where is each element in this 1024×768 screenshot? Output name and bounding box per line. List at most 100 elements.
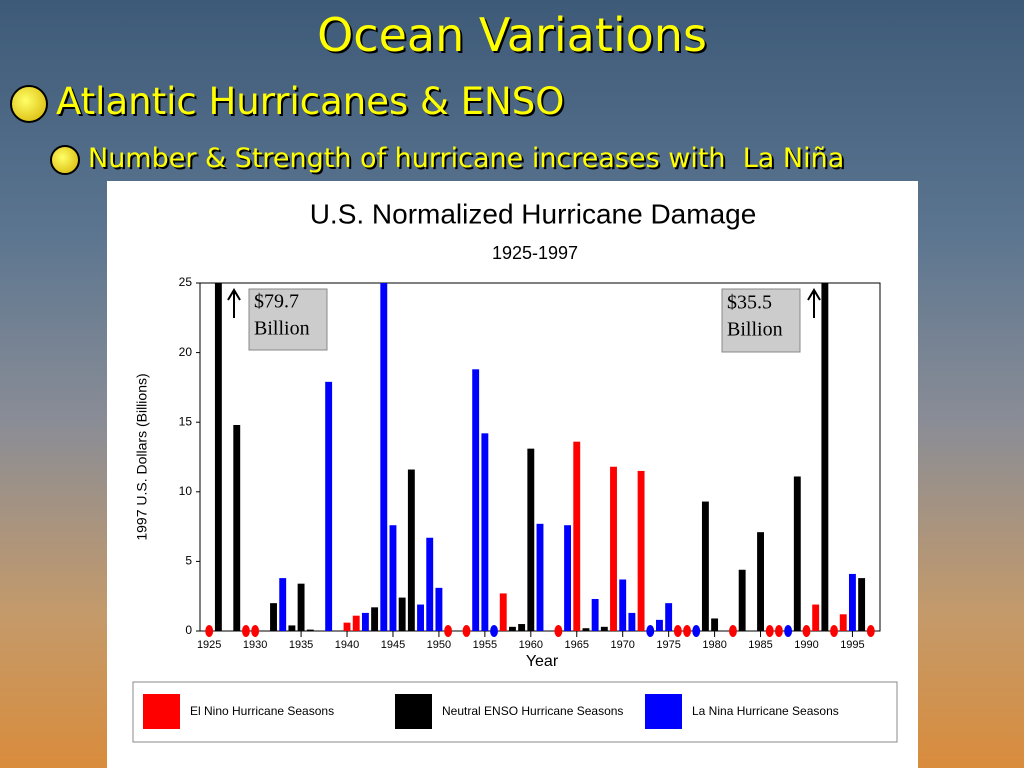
bar — [628, 612, 636, 631]
annotation-box — [721, 288, 801, 353]
bar — [839, 614, 847, 631]
bar — [527, 448, 535, 631]
legend-label: El Nino Hurricane Seasons — [190, 704, 334, 718]
bar — [389, 525, 397, 631]
x-tick-label: 1925 — [197, 639, 221, 651]
x-tick-label: 1960 — [519, 639, 543, 651]
x-tick-label: 1985 — [748, 639, 772, 651]
zero-season-marker — [205, 625, 214, 637]
bar — [637, 470, 645, 631]
bar — [481, 433, 489, 631]
bar — [472, 369, 480, 631]
legend-swatch — [395, 694, 432, 729]
bar — [600, 626, 608, 631]
y-tick-label: 5 — [185, 554, 192, 568]
chart-panel — [107, 181, 918, 768]
bar — [665, 603, 673, 631]
zero-season-marker — [444, 625, 453, 637]
y-axis-label: 1997 U.S. Dollars (Billions) — [134, 373, 150, 540]
bullet-1-text: Atlantic Hurricanes & ENSO — [56, 80, 565, 123]
globe-icon — [50, 144, 80, 175]
bar — [821, 283, 829, 631]
y-tick-label: 10 — [179, 484, 193, 498]
bar — [288, 625, 296, 631]
bullet-2: Number & Strength of hurricane increases… — [50, 143, 844, 175]
legend-label: La Nina Hurricane Seasons — [692, 704, 839, 718]
x-tick-label: 1955 — [473, 639, 497, 651]
annotation: $79.7 — [254, 291, 299, 313]
bar — [361, 612, 369, 631]
legend-label: Neutral ENSO Hurricane Seasons — [442, 704, 623, 718]
chart-subtitle: 1925-1997 — [492, 243, 578, 263]
annotation-box — [248, 288, 328, 351]
bar — [343, 622, 351, 631]
bar — [701, 501, 709, 631]
bar — [398, 597, 406, 631]
zero-season-marker — [866, 625, 875, 637]
zero-season-marker — [729, 625, 737, 637]
bar — [619, 579, 627, 631]
bar — [325, 381, 333, 631]
zero-season-marker — [646, 625, 655, 637]
bar — [435, 587, 443, 631]
zero-season-marker — [242, 625, 250, 637]
legend-swatch — [143, 694, 180, 729]
bar — [214, 283, 222, 631]
bar — [582, 628, 590, 631]
annotation: Billion — [254, 318, 310, 340]
arrow — [807, 288, 821, 318]
bar — [233, 424, 241, 631]
x-tick-label: 1980 — [702, 639, 726, 651]
zero-season-marker — [692, 625, 701, 637]
y-tick-label: 0 — [185, 623, 192, 637]
x-tick-label: 1970 — [610, 639, 634, 651]
bar — [536, 523, 544, 631]
zero-season-marker — [251, 625, 260, 637]
bar — [279, 578, 287, 631]
zero-season-marker — [673, 625, 682, 637]
bar — [407, 469, 415, 631]
zero-season-marker — [784, 625, 793, 637]
bar — [812, 604, 820, 631]
bar — [499, 593, 507, 631]
bar — [848, 573, 856, 631]
y-tick-label: 15 — [179, 414, 193, 428]
x-tick-label: 1945 — [381, 639, 405, 651]
zero-season-marker — [683, 625, 691, 637]
bar — [518, 624, 526, 631]
annotation: $35.5 — [727, 292, 772, 314]
bar — [371, 607, 379, 631]
bar — [573, 441, 581, 631]
x-tick-label: 1940 — [335, 639, 359, 651]
zero-season-marker — [802, 625, 811, 637]
zero-season-marker — [554, 625, 563, 637]
bar — [711, 618, 719, 631]
x-tick-label: 1995 — [840, 639, 864, 651]
x-axis-label: Year — [526, 653, 559, 670]
slide-title: Ocean Variations — [317, 8, 707, 62]
x-tick-label: 1975 — [656, 639, 680, 651]
legend-swatch — [645, 694, 682, 729]
bar — [426, 537, 434, 631]
bullet-1: Atlantic Hurricanes & ENSO — [10, 80, 564, 123]
x-tick-label: 1990 — [794, 639, 818, 651]
y-tick-label: 25 — [179, 275, 193, 289]
zero-season-marker — [490, 625, 498, 637]
bar — [380, 283, 388, 631]
bar — [352, 615, 360, 631]
bullet-2-text: Number & Strength of hurricane increases… — [88, 143, 845, 174]
arrow — [227, 288, 241, 318]
globe-icon — [10, 84, 48, 123]
bar — [297, 583, 305, 631]
zero-season-marker — [774, 625, 783, 637]
bar — [591, 598, 599, 631]
zero-season-marker — [462, 625, 471, 637]
x-tick-label: 1950 — [427, 639, 451, 651]
bar — [738, 569, 746, 631]
bar — [508, 626, 516, 631]
y-tick-label: 20 — [179, 345, 193, 359]
x-tick-label: 1935 — [289, 639, 313, 651]
bar — [306, 629, 314, 631]
bar — [564, 525, 572, 631]
